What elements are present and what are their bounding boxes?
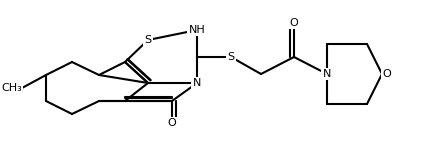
Text: S: S xyxy=(227,52,234,62)
Text: O: O xyxy=(168,118,176,128)
Text: O: O xyxy=(289,18,298,28)
Text: NH: NH xyxy=(189,25,206,35)
Text: CH₃: CH₃ xyxy=(1,83,22,93)
Text: S: S xyxy=(144,35,151,45)
Text: O: O xyxy=(382,69,391,79)
Text: N: N xyxy=(193,78,201,88)
Text: N: N xyxy=(323,69,331,79)
